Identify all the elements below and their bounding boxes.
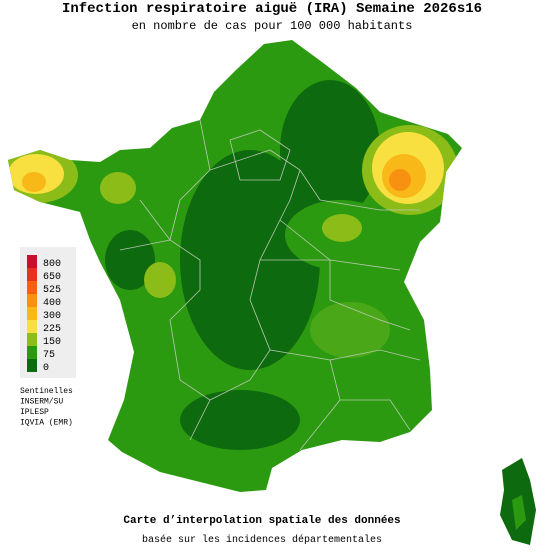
legend-label: 400 [43,298,61,309]
source-line: Sentinelles [20,387,73,396]
footer-line-1: Carte d’interpolation spatiale des donné… [123,515,400,527]
title: Infection respiratoire aiguë (IRA) Semai… [62,1,482,17]
legend-label: 300 [43,311,61,322]
legend-swatch [27,281,37,294]
legend-label: 0 [43,363,49,374]
footer-line-2: basée sur les incidences départementales [142,534,382,546]
legend-swatch [27,359,37,372]
legend-label: 650 [43,272,61,283]
legend-label: 225 [43,324,61,335]
legend-swatch [27,294,37,307]
legend-swatch [27,268,37,281]
legend-label: 75 [43,350,55,361]
source-line: IQVIA (EMR) [20,419,73,428]
legend: 800 650 525 400 300 225 150 75 0 [27,255,61,374]
legend-swatch [27,346,37,359]
legend-swatch [27,255,37,268]
legend-swatch [27,320,37,333]
subtitle: en nombre de cas pour 100 000 habitants [132,19,413,33]
legend-label: 150 [43,337,61,348]
legend-swatch [27,333,37,346]
legend-label: 800 [43,259,61,270]
source-line: IPLESP [20,408,49,417]
legend-swatch [27,307,37,320]
source-line: INSERM/SU [20,398,63,407]
legend-label: 525 [43,285,61,296]
corsica-area [512,495,526,530]
